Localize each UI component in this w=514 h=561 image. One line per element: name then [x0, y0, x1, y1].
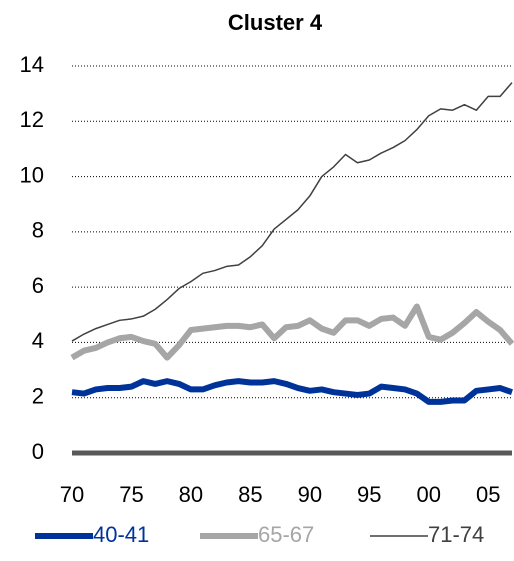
y-tick-label: 0: [32, 439, 44, 464]
x-tick-label: 90: [298, 482, 322, 507]
y-tick-label: 6: [32, 273, 44, 298]
x-tick-label: 70: [60, 482, 84, 507]
x-tick-label: 05: [476, 482, 500, 507]
series-line: [71, 378, 513, 405]
series-line: [71, 82, 513, 342]
y-tick-label: 14: [20, 52, 44, 77]
y-tick-label: 8: [32, 218, 44, 243]
x-tick-label: 85: [238, 482, 262, 507]
x-tick-label: 95: [357, 482, 381, 507]
legend-label: 40-41: [93, 522, 149, 547]
x-tick-label: 00: [417, 482, 441, 507]
chart-title: Cluster 4: [228, 10, 323, 35]
x-tick-label: 80: [179, 482, 203, 507]
y-tick-label: 2: [32, 384, 44, 409]
y-tick-label: 4: [32, 328, 44, 353]
legend-label: 71-74: [428, 522, 484, 547]
x-tick-label: 75: [119, 482, 143, 507]
y-tick-label: 12: [20, 107, 44, 132]
y-tick-label: 10: [20, 162, 44, 187]
series-line: [70, 303, 514, 361]
legend-label: 65-67: [258, 522, 314, 547]
